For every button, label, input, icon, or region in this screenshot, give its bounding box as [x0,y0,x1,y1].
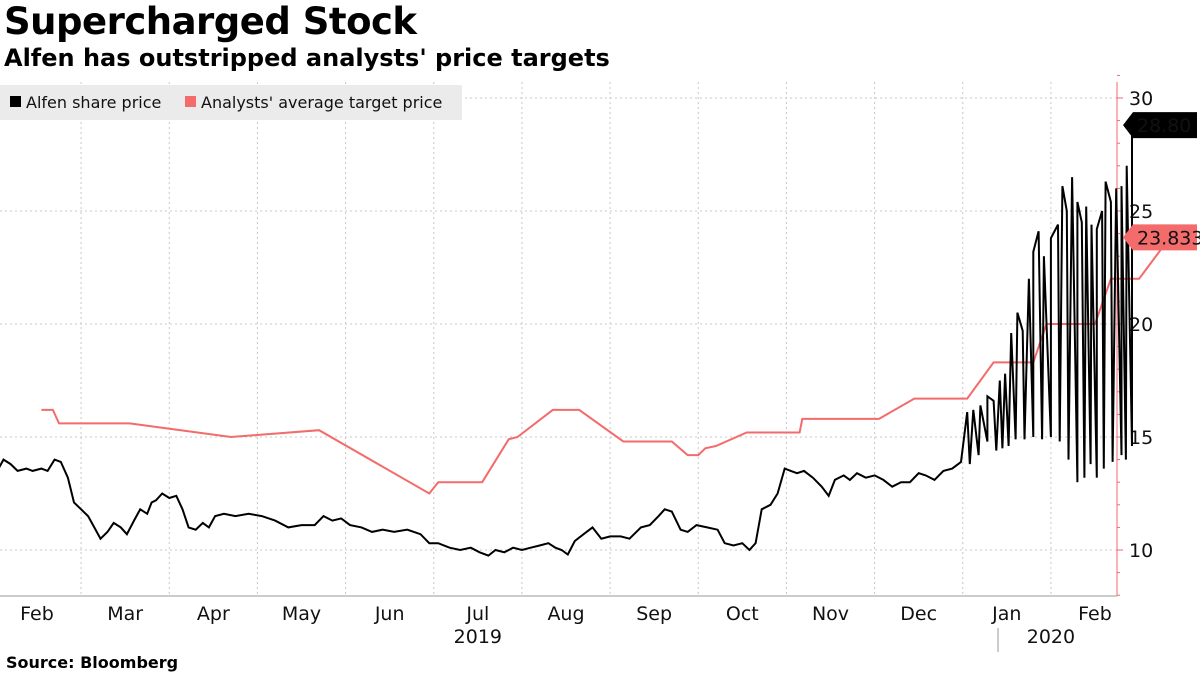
x-tick-label: Feb [20,603,54,625]
legend-swatch-target-price [185,96,196,107]
x-tick-label: Feb [1078,603,1112,625]
legend-label-share-price: Alfen share price [26,93,161,112]
legend-background [0,85,462,120]
x-year-label: 2020 [1027,626,1075,648]
chart-subtitle: Alfen has outstripped analysts' price ta… [4,44,610,72]
source-note: Source: Bloomberg [6,653,179,672]
x-tick-label: Sep [636,603,672,625]
x-year-label: 2019 [454,626,502,648]
chart-title: Supercharged Stock [4,0,417,43]
y-tick-label: 30 [1129,88,1153,110]
y-tick-label: 25 [1129,201,1153,223]
x-tick-label: Apr [197,603,230,625]
y-tick-label: 15 [1129,427,1153,449]
y-tick-label: 20 [1129,314,1153,336]
grid [0,82,1117,596]
y-tick-label: 10 [1129,540,1153,562]
x-tick-label: Jul [465,603,489,625]
x-tick-label: Aug [547,603,584,625]
x-tick-label: May [282,603,321,625]
end-label-target-price: 23.833 [1137,227,1200,249]
series-line-share-price [0,125,1133,557]
x-tick-label: Jan [991,603,1021,625]
x-axis: Feb Mar Apr May Jun Jul Aug Sep Oct Nov Dec Jan Feb2… [0,595,1117,652]
end-label-share-price: 28.80 [1137,115,1191,137]
series-lines [0,125,1171,557]
x-tick-label: Oct [726,603,759,625]
series-line-target-price [41,236,1171,495]
end-label-target-price-box [1123,224,1197,251]
x-tick-label: Nov [812,603,849,625]
legend-swatch-share-price [10,96,21,107]
end-label-share-price-box [1123,112,1197,139]
end-labels: 28.80 23.833 [1123,112,1200,251]
legend-label-target-price: Analysts' average target price [201,93,442,112]
x-tick-label: Dec [900,603,937,625]
x-tick-label: Jun [374,603,405,625]
legend: Alfen share price Analysts' average targe… [0,85,462,120]
x-tick-label: Mar [107,603,143,625]
